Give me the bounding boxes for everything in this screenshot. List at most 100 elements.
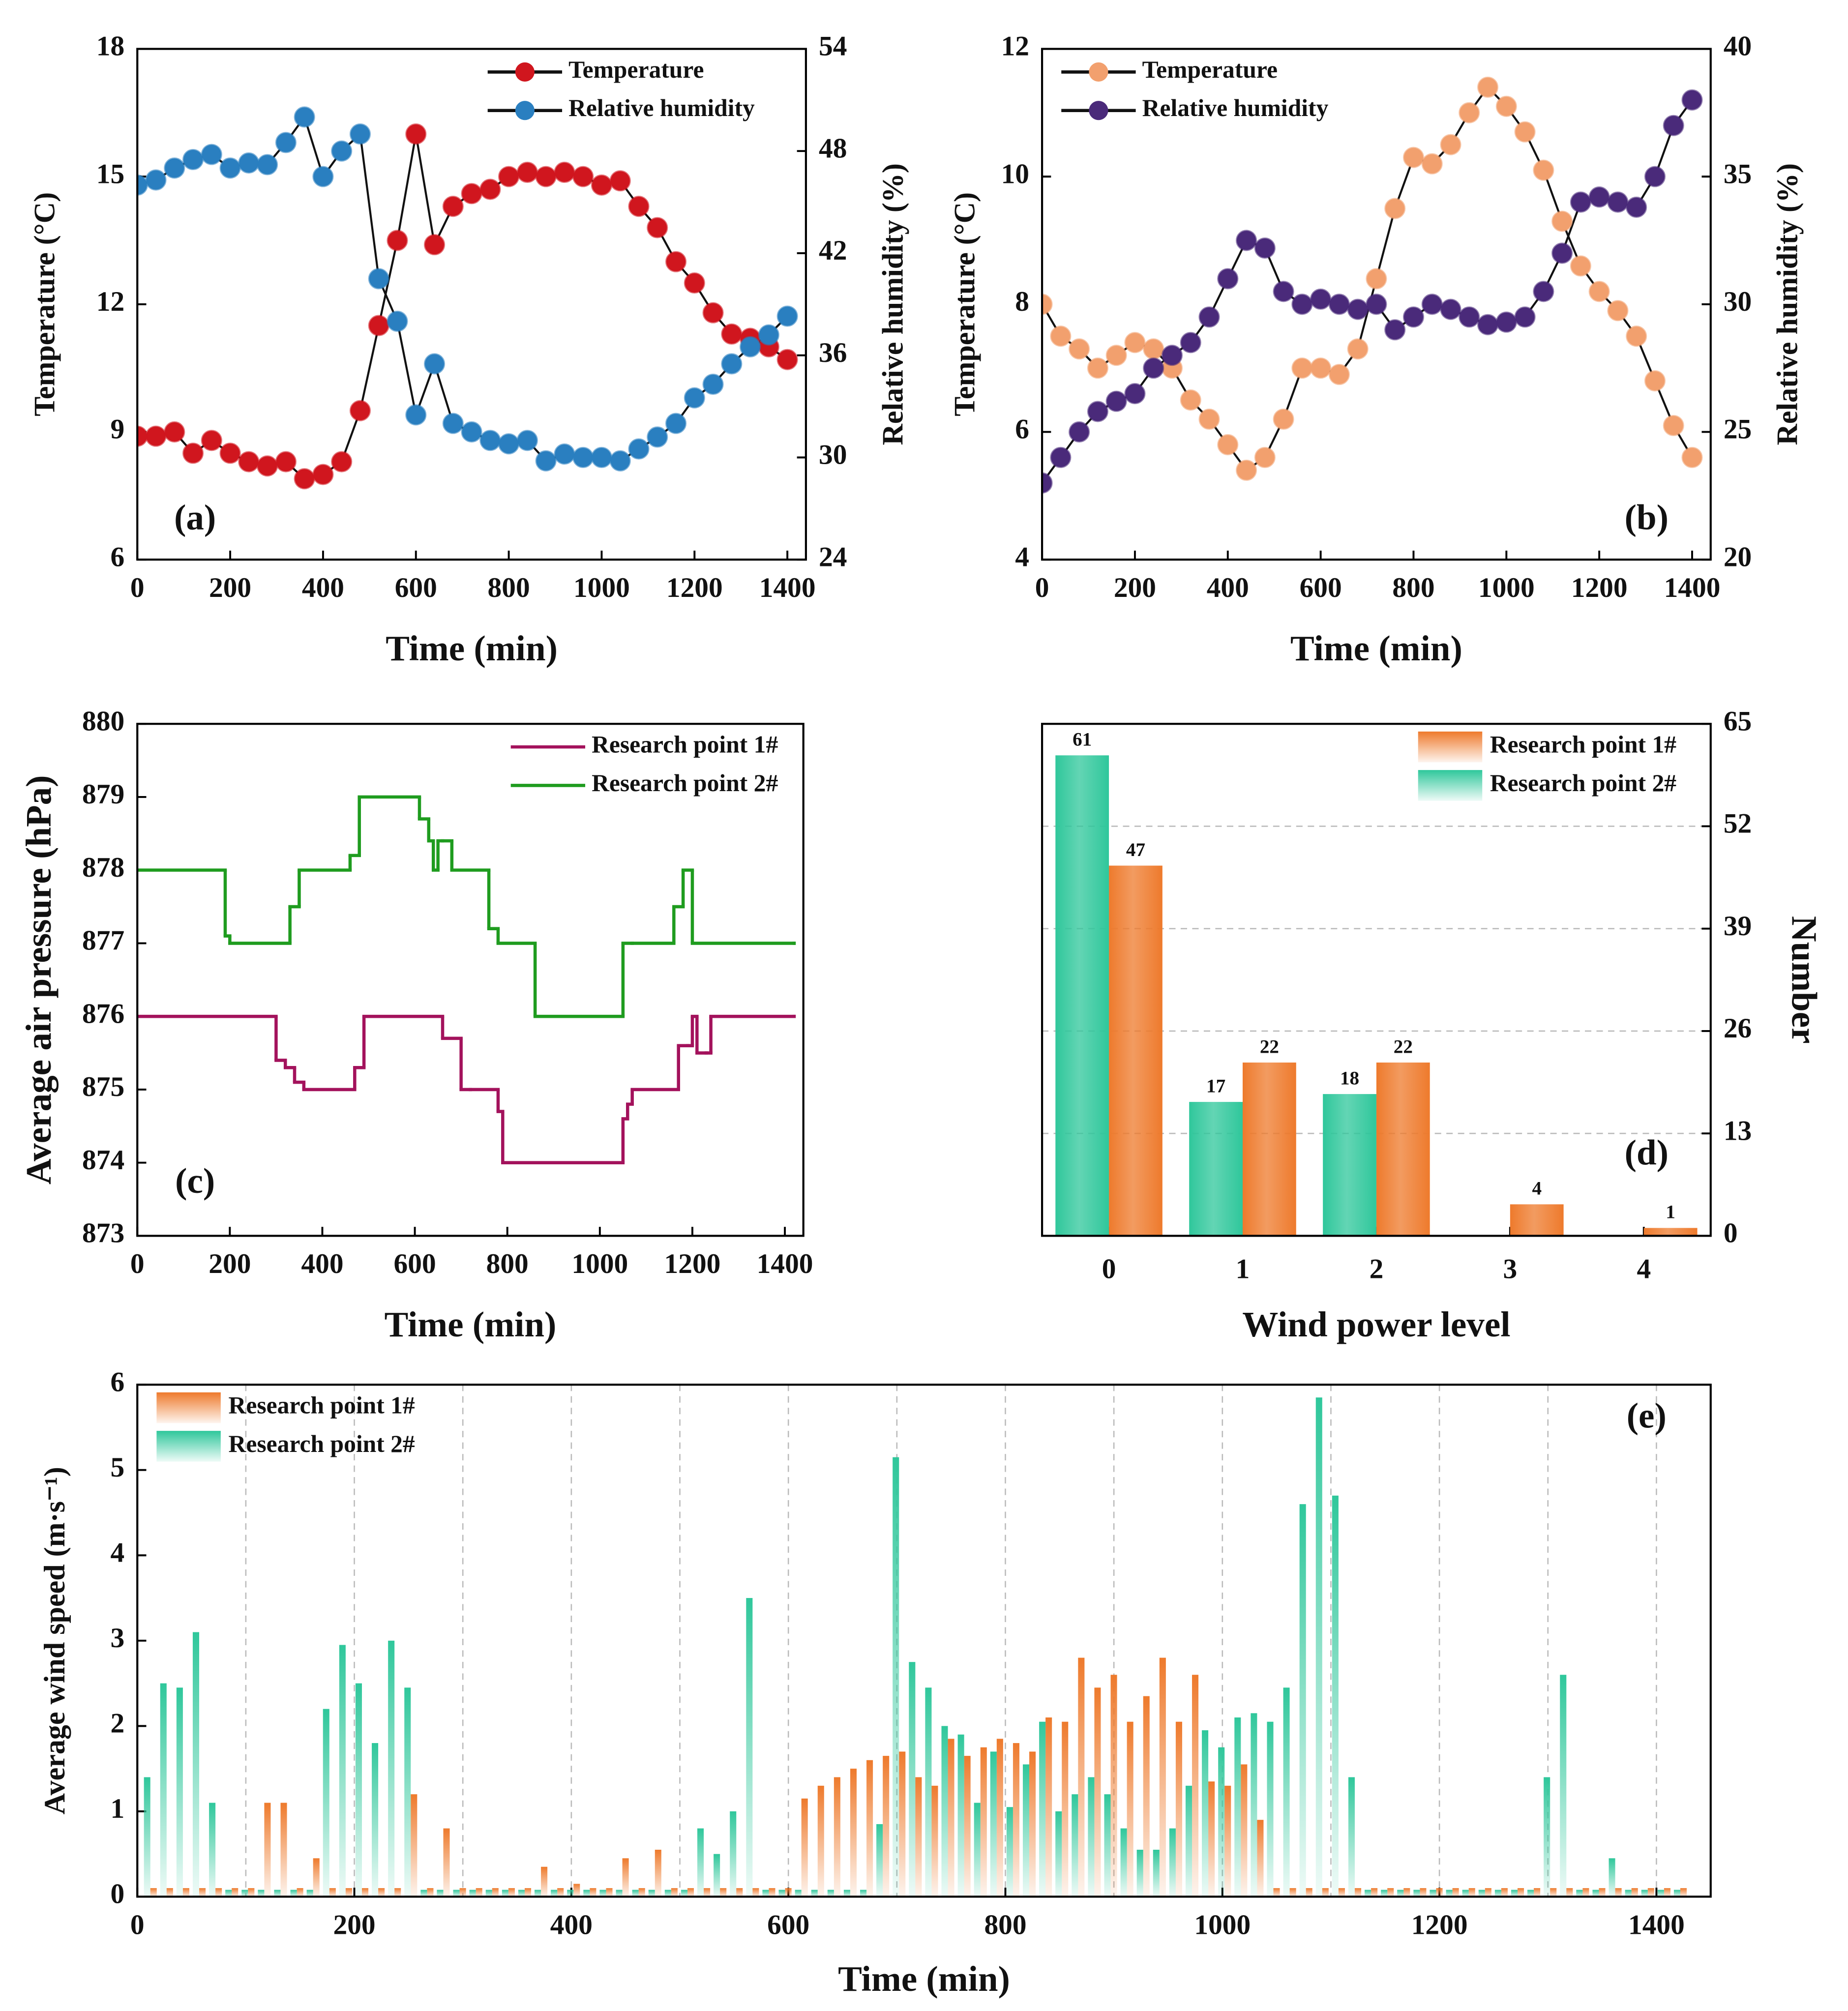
bar	[752, 1888, 759, 1897]
marker	[442, 413, 464, 434]
x-tick-label: 800	[1392, 572, 1434, 603]
marker	[721, 353, 743, 375]
marker	[479, 430, 501, 451]
marker	[554, 443, 575, 465]
bar	[1647, 1888, 1654, 1897]
marker	[1607, 191, 1629, 213]
bar	[720, 1888, 727, 1897]
y-tick-label: 874	[82, 1145, 124, 1176]
bar	[648, 1890, 655, 1897]
value-label: 4	[1532, 1178, 1542, 1199]
plot-area	[137, 106, 798, 490]
marker	[1328, 294, 1350, 315]
marker	[1644, 370, 1666, 392]
y2-tick-label: 48	[819, 133, 847, 164]
bar	[817, 1785, 824, 1897]
bar	[1136, 1850, 1143, 1897]
bar	[1185, 1785, 1192, 1897]
bar	[1643, 1228, 1698, 1236]
marker	[331, 451, 353, 473]
marker	[201, 430, 222, 451]
axes-frame	[136, 48, 807, 561]
x-axis-label: Time (min)	[386, 628, 558, 668]
bar	[860, 1890, 867, 1897]
marker	[1217, 434, 1239, 455]
marker	[740, 336, 761, 357]
marker	[758, 324, 779, 346]
bar	[980, 1747, 987, 1897]
bar	[1055, 1811, 1062, 1897]
marker	[1681, 446, 1703, 468]
bar	[827, 1890, 834, 1897]
bar	[655, 1850, 661, 1897]
legend-swatch	[156, 1431, 221, 1462]
marker	[1273, 281, 1294, 302]
y-tick-label: 877	[82, 925, 124, 956]
bar	[248, 1888, 255, 1897]
bar	[990, 1751, 997, 1897]
bar	[1299, 1504, 1306, 1897]
bar	[1055, 755, 1109, 1236]
y-tick-label: 26	[1724, 1013, 1752, 1044]
bar	[573, 1884, 580, 1897]
bar	[915, 1777, 922, 1897]
x-tick-label: 600	[395, 572, 437, 603]
y2-axis-label: Relative humidity (%)	[1771, 163, 1803, 445]
x-tick-label: 200	[1114, 572, 1156, 603]
bar	[1332, 1495, 1339, 1897]
bar	[1062, 1721, 1069, 1897]
bar	[1501, 1888, 1508, 1897]
marker	[591, 446, 612, 468]
y-tick-label: 9	[110, 414, 124, 445]
marker	[609, 170, 631, 192]
legend-label: Relative humidity	[568, 94, 755, 121]
bar	[1355, 1888, 1362, 1897]
marker	[1366, 268, 1387, 290]
bar	[339, 1645, 346, 1897]
bar	[567, 1890, 574, 1897]
marker	[702, 302, 724, 324]
bar	[941, 1726, 948, 1897]
bar	[232, 1888, 238, 1897]
bar	[378, 1888, 385, 1897]
x-axis-label: Time (min)	[838, 1959, 1010, 1999]
marker	[1588, 281, 1610, 302]
bar	[485, 1890, 492, 1897]
marker	[1551, 242, 1573, 264]
y-tick-label: 6	[1015, 414, 1029, 445]
marker	[1607, 300, 1629, 322]
bar	[638, 1888, 645, 1897]
x-tick-label: 0	[130, 572, 145, 603]
bar	[1338, 1888, 1345, 1897]
marker	[516, 430, 538, 451]
x-tick-label: 1000	[1194, 1909, 1251, 1940]
bar	[1078, 1657, 1085, 1897]
bar	[1430, 1890, 1436, 1897]
bar	[1045, 1717, 1052, 1897]
bar	[1534, 1888, 1541, 1897]
bar	[801, 1798, 808, 1897]
bar	[394, 1888, 401, 1897]
marker	[1161, 345, 1183, 366]
panel-label: (b)	[1625, 498, 1669, 537]
bar	[1202, 1730, 1209, 1897]
bar	[1641, 1890, 1648, 1897]
x-tick-label: 1200	[666, 572, 723, 603]
y-tick-label: 4	[1015, 541, 1029, 572]
marker	[1087, 401, 1108, 422]
x-tick-label: 600	[1300, 572, 1342, 603]
marker	[349, 123, 371, 145]
marker	[628, 438, 650, 460]
marker	[1514, 121, 1536, 143]
marker	[628, 196, 650, 217]
y-tick-label: 13	[1724, 1115, 1752, 1146]
bar	[1315, 1397, 1322, 1897]
bar	[1376, 1063, 1430, 1236]
bar	[1104, 1794, 1111, 1897]
bar	[459, 1888, 466, 1897]
y-tick-label: 18	[96, 31, 124, 62]
x-tick-label: 4	[1637, 1254, 1651, 1285]
y-tick-label: 879	[82, 779, 124, 810]
marker	[1291, 294, 1313, 315]
bar	[671, 1888, 678, 1897]
